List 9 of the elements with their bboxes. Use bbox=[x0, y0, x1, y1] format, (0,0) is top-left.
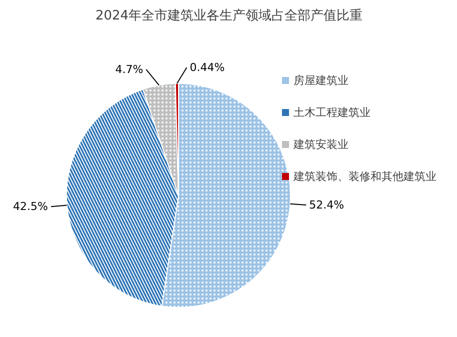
legend-label: 房屋建筑业 bbox=[294, 74, 348, 87]
data-label: 52.4% bbox=[309, 198, 344, 212]
legend-label: 建筑装饰、装修和其他建筑业 bbox=[292, 170, 436, 183]
legend-label: 建筑安装业 bbox=[292, 138, 348, 151]
legend-label: 土木工程建筑业 bbox=[294, 106, 370, 119]
chart-title: 2024年全市建筑业各生产领域占全部产值比重 bbox=[95, 8, 363, 24]
data-label: 0.44% bbox=[190, 61, 225, 74]
data-label: 4.7% bbox=[115, 62, 144, 76]
data-label: 42.5% bbox=[13, 200, 48, 214]
